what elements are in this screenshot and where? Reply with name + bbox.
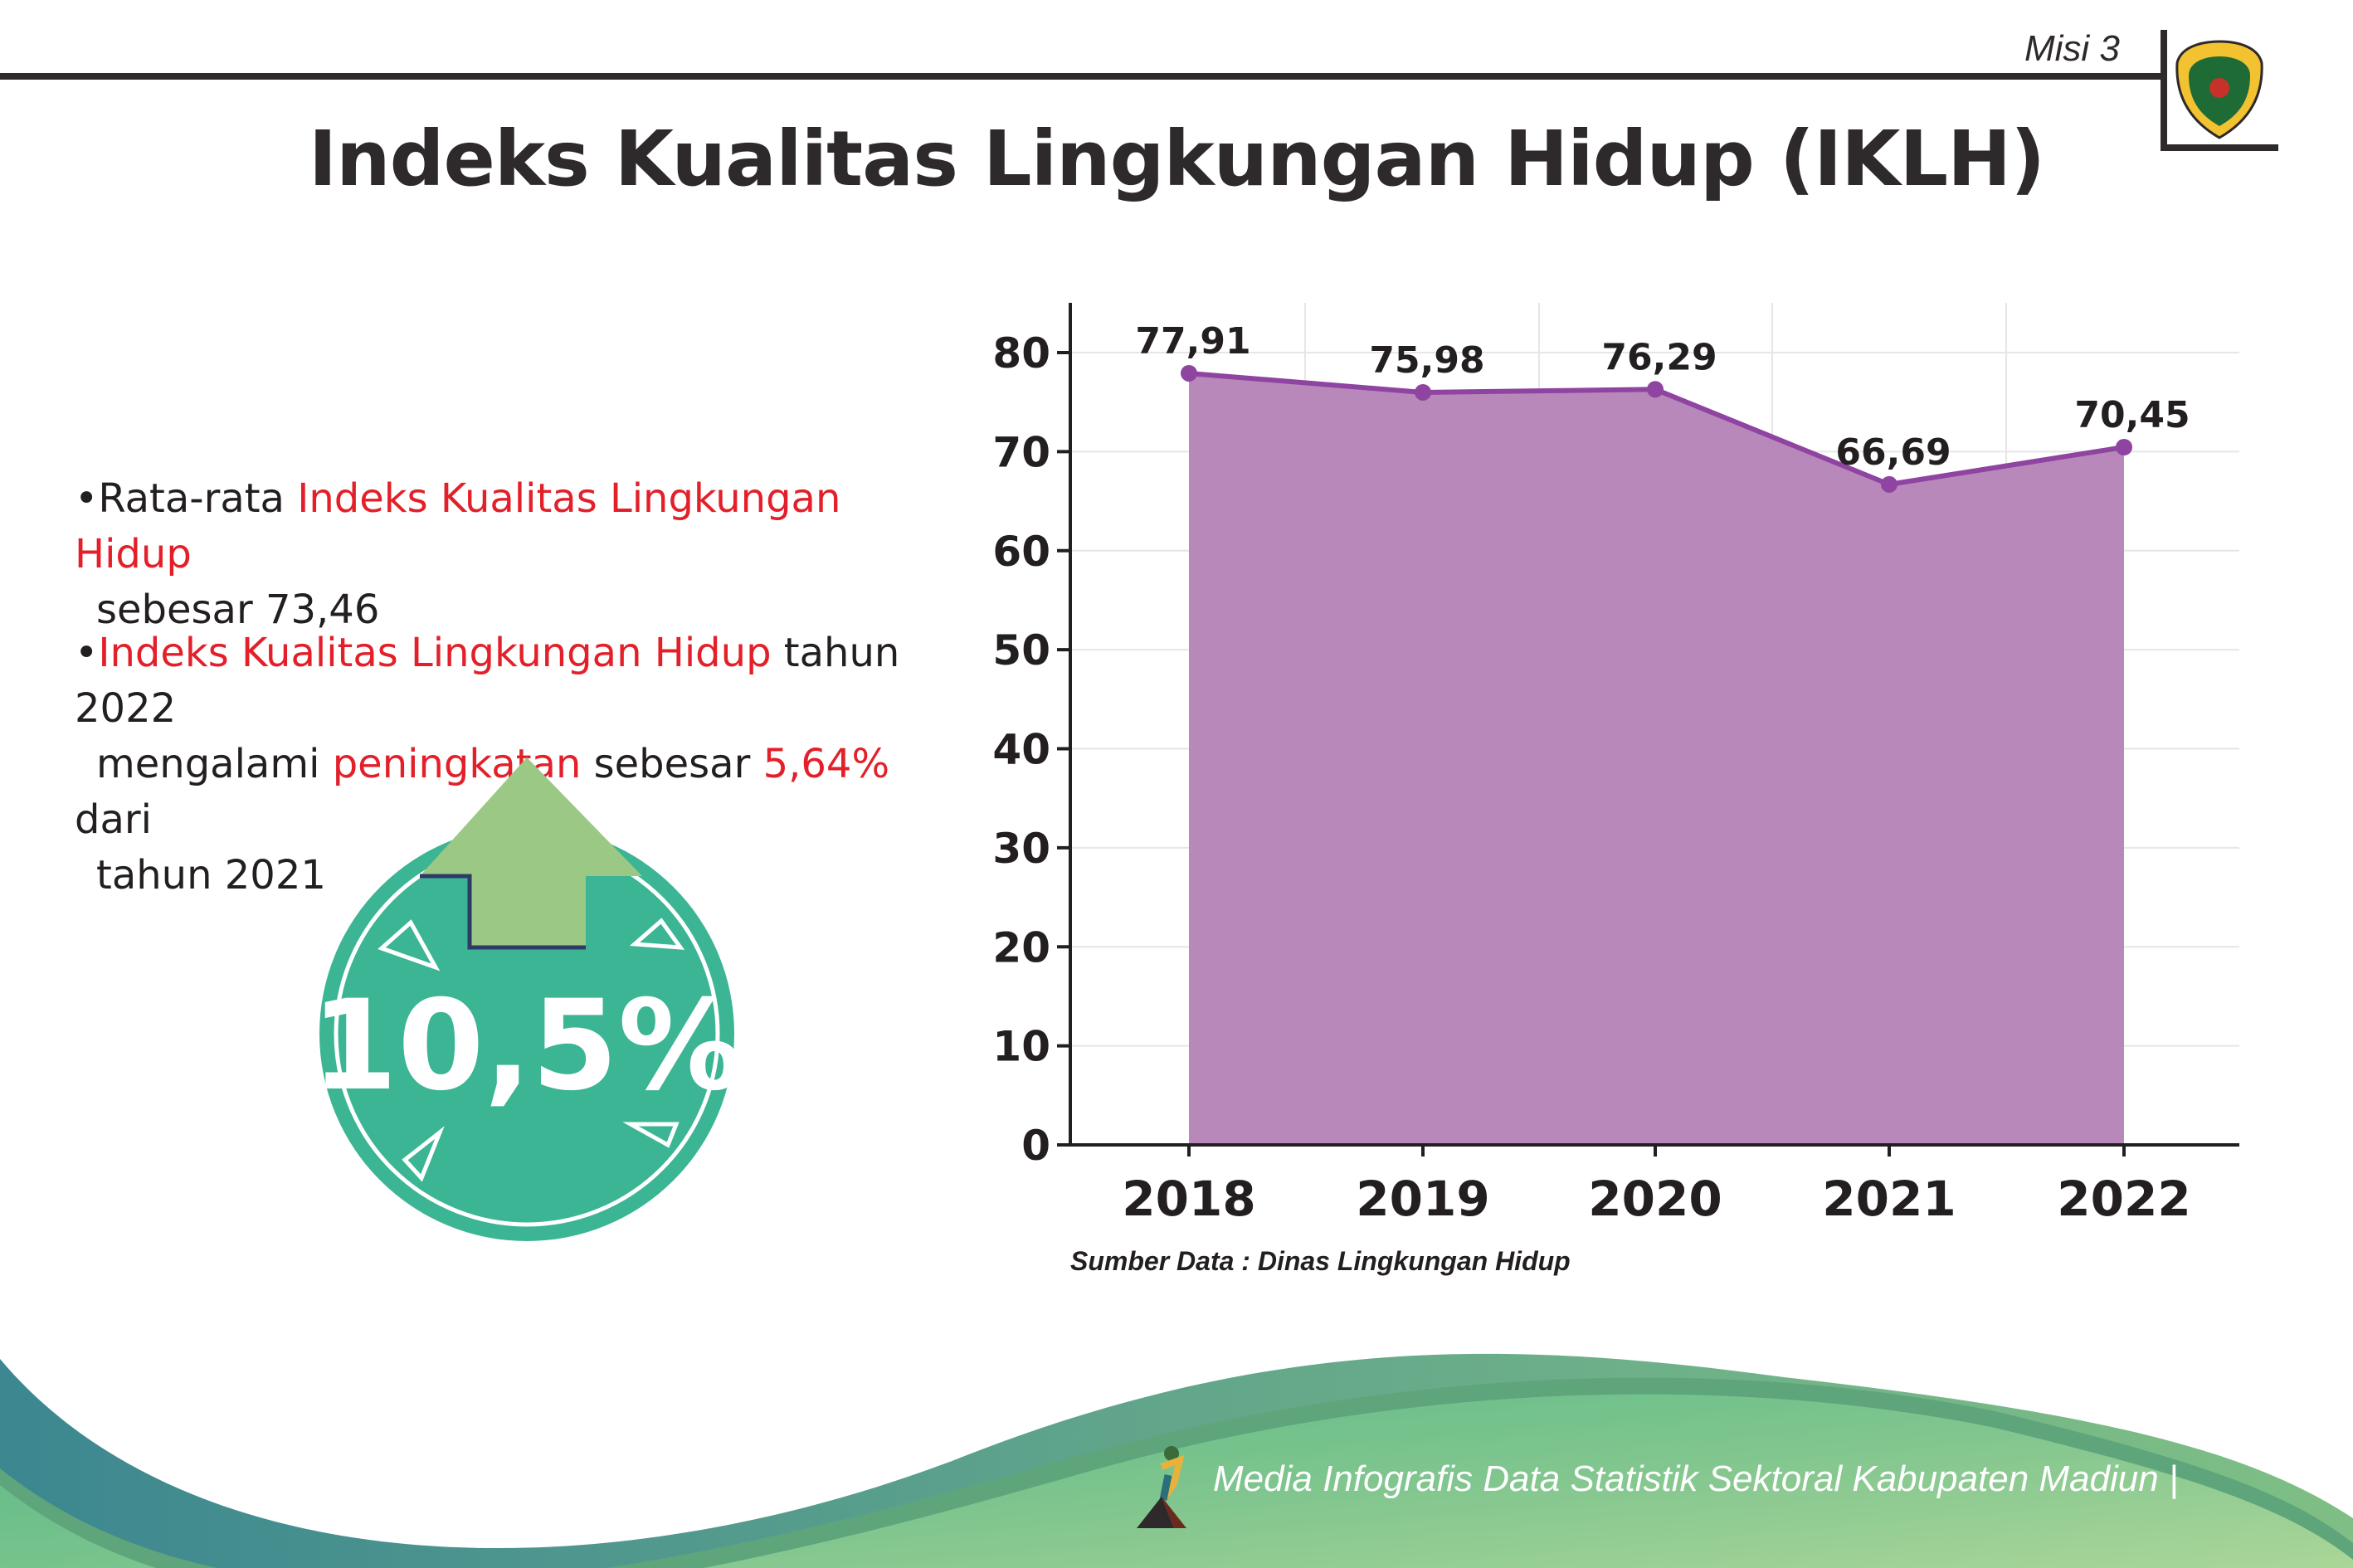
bullet-text: sebesar 73,46 [96, 587, 380, 633]
data-point [1881, 475, 1898, 493]
bullet-text: •Rata-rata [75, 475, 298, 522]
sparkle-icons [378, 918, 685, 1182]
y-tick-label: 40 [992, 726, 1050, 774]
bullet-text: dari [75, 796, 152, 843]
bullet-text: tahun 2022 [75, 630, 900, 732]
bullet-highlight: Indeks Kualitas Lingkungan Hidup [75, 475, 841, 577]
y-tick-label: 30 [992, 825, 1050, 873]
y-tick-label: 50 [992, 626, 1050, 674]
data-source: Sumber Data : Dinas Lingkungan Hidup [1070, 1246, 1571, 1276]
bullet-average: •Rata-rata Indeks Kualitas Lingkungan Hi… [75, 471, 946, 638]
y-tick-label: 60 [992, 528, 1050, 576]
data-label: 75,98 [1369, 339, 1484, 382]
data-point [1415, 383, 1431, 401]
bullet-text: tahun 2021 [96, 852, 326, 898]
bullet-text: sebesar [581, 741, 763, 787]
y-tick-label: 70 [992, 428, 1050, 476]
mascot-logo [1137, 1446, 1186, 1528]
footer-text: Media Infografis Data Statistik Sektoral… [1213, 1458, 2179, 1499]
y-tick-label: 20 [992, 923, 1050, 971]
data-label: 70,45 [2074, 394, 2190, 436]
bullet-text: • [75, 630, 99, 676]
badge-circle [319, 826, 734, 1241]
x-tick-label: 2021 [1822, 1171, 1956, 1227]
data-label: 77,91 [1135, 320, 1250, 363]
x-tick-label: 2022 [2057, 1171, 2190, 1227]
bullet-highlight: 5,64% [762, 741, 890, 787]
x-tick-label: 2019 [1356, 1171, 1489, 1227]
bullet-highlight: Indeks Kualitas Lingkungan Hidup [98, 630, 772, 676]
data-point [2116, 439, 2132, 456]
bullet-increase: •Indeks Kualitas Lingkungan Hidup tahun … [75, 626, 946, 903]
bullet-text: mengalami [96, 741, 333, 787]
x-tick-label: 2018 [1122, 1171, 1255, 1227]
regency-logo [2161, 30, 2278, 151]
arrow-up-icon [420, 757, 642, 950]
y-tick-label: 80 [992, 329, 1050, 377]
mission-label: Misi 3 [2024, 28, 2120, 69]
data-label: 76,29 [1601, 336, 1717, 378]
y-tick-label: 10 [992, 1023, 1050, 1071]
increase-badge: 10,5% [311, 757, 743, 1241]
x-tick-label: 2020 [1588, 1171, 1722, 1227]
area-fill [1189, 373, 2124, 1146]
data-point [1181, 364, 1197, 382]
data-point [1647, 381, 1664, 398]
badge-value: 10,5% [311, 974, 743, 1118]
page-title: Indeks Kualitas Lingkungan Hidup (IKLH) [308, 114, 2045, 203]
data-label: 66,69 [1835, 431, 1951, 474]
y-tick-label: 0 [1021, 1122, 1050, 1170]
header-rule [0, 73, 2161, 80]
